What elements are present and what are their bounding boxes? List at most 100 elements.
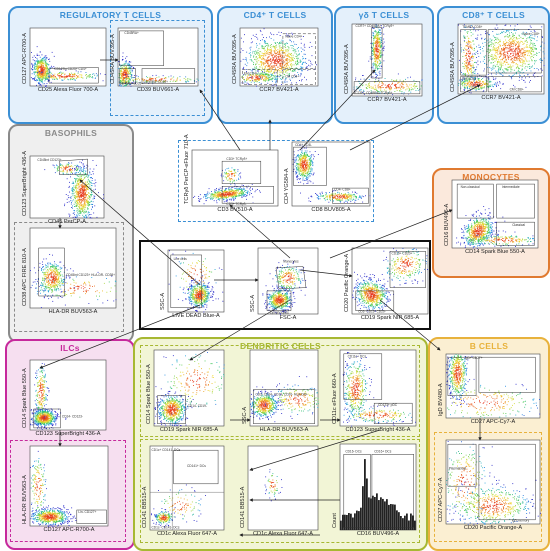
- ilc-cluster: [30, 450, 47, 526]
- plot-mono: Non-classical Intermediate Classical CD14 S…: [444, 179, 539, 255]
- dc-cluster: [342, 352, 375, 427]
- histogram-bar: [374, 497, 376, 530]
- histogram-bar: [410, 513, 412, 530]
- x-axis-label: CD16 BUV496-A: [356, 531, 400, 537]
- gating-arrow: [299, 269, 353, 278]
- gate: [275, 266, 307, 290]
- gating-arrow: [39, 304, 201, 369]
- gate: [282, 69, 316, 85]
- x-axis-label: LIVE DEAD Blue-A: [172, 313, 220, 319]
- gate: [373, 402, 413, 424]
- plot-cd4: Naive CD4+ EM CD4+ CM CD4+ CCR7 BV421-A CD45…: [232, 27, 319, 93]
- plot-frame: [29, 227, 117, 309]
- gd-t-cells: [220, 167, 242, 186]
- gate-label: CD123+ pDC: [378, 403, 398, 407]
- histogram-bar: [394, 504, 396, 530]
- histogram-bar: [414, 520, 416, 530]
- gate-label: Naive CD4+: [285, 34, 302, 38]
- gate: [460, 76, 487, 93]
- gate: [496, 221, 535, 246]
- plot-canvas-b2: Plasmablast IgD memory: [445, 439, 541, 525]
- gate: [33, 408, 61, 429]
- gate: [59, 158, 88, 175]
- gate: [266, 290, 292, 311]
- plot-dc3: CD11c+ DCs CD123+ pDC CD123 SuperBright 43…: [332, 349, 417, 433]
- histogram-bar: [400, 516, 402, 530]
- section-title-bcells: B CELLS: [469, 341, 509, 351]
- dendritic-panel-grid-top: [140, 345, 420, 437]
- gate-label: Non-classical: [461, 185, 480, 189]
- gate-label: IgD memory: [512, 518, 530, 522]
- gate-label: CD3- CD19- CD20-: [358, 310, 386, 314]
- histogram-bar: [348, 513, 350, 530]
- gate-label: Plasmablast: [449, 466, 466, 470]
- gate-label: Lin- CD127+: [78, 510, 96, 514]
- gate-label: CD14- CD123-: [62, 414, 83, 418]
- gate: [119, 30, 164, 66]
- plot-canvas-dc2: CD3- CD14- CD19- CD20- HLA-DR+: [249, 349, 319, 427]
- gate: [456, 183, 494, 219]
- bcell-panel-divider: [434, 432, 542, 542]
- dendritic-panel-grid-bottom: [140, 439, 420, 543]
- plot-canvas-ilc2: Lin- CD127+: [29, 445, 109, 527]
- live-cells: [182, 275, 217, 313]
- histogram-bar: [388, 504, 390, 530]
- dc-cluster: [151, 507, 184, 528]
- x-axis-label: CD39 BUV661-A: [136, 87, 180, 93]
- gate: [173, 449, 219, 485]
- plot-frame: [249, 349, 319, 427]
- gating-arrow: [299, 69, 376, 151]
- plot-canvas-bas2: CD45int CD123+ HLA-DR- CD38+: [29, 227, 117, 309]
- plot-dc1: CD14- CD19- CD19 Spark NIR 685-A CD14 Spar…: [146, 349, 225, 433]
- gate: [371, 27, 383, 79]
- plot-canvas-cd4: Naive CD4+ EM CD4+ CM CD4+: [239, 27, 319, 87]
- x-axis-label: CD20 Pacific Orange-A: [463, 525, 523, 531]
- gate-label: IgD+ CD27+: [465, 356, 483, 360]
- gate-label: Live cells: [174, 257, 188, 261]
- gate: [496, 183, 535, 219]
- histogram-bar: [342, 514, 344, 530]
- histogram-bar: [356, 510, 358, 530]
- plot-canvas-cd20: CD19+ CD20+ CD3- CD19- CD20-: [351, 247, 429, 315]
- b-cell-cluster: [447, 378, 541, 419]
- gate: [460, 29, 487, 76]
- gate: [447, 443, 477, 487]
- gate: [371, 454, 414, 528]
- cd8-cluster: [458, 24, 479, 94]
- x-axis-label: CCR7 BV421-A: [367, 97, 407, 103]
- plot-cd4cd8: CD4+ CD8- CD4- CD8+ CD8 BUV805-A CD4 YG584-…: [284, 141, 371, 213]
- histogram-bar: [350, 513, 352, 530]
- monocytes: [269, 259, 307, 295]
- histogram-bar: [362, 486, 364, 530]
- histogram-bar: [366, 478, 368, 530]
- x-axis-label: CD8 BUV805-A: [311, 207, 351, 213]
- plot-cd20: CD19+ CD20+ CD3- CD19- CD20- CD19 Spark NI…: [344, 247, 429, 321]
- plot-canvas-dc6: CD16- DCs CD16+ DCs: [339, 443, 417, 531]
- histogram-bar: [404, 515, 406, 530]
- gd-cluster: [353, 73, 423, 97]
- gate-label: CCR7+ CD45RA+ TCRγδ+: [356, 24, 395, 28]
- b-cells: [352, 271, 394, 313]
- gating-arrow: [79, 179, 201, 286]
- debris: [168, 250, 224, 311]
- plot-canvas-cd4cd8: CD4+ CD8- CD4- CD8+: [291, 141, 371, 207]
- plot-canvas-cd8: TEMRA CD8+ Naive CD8+ EM CD8+ CM CD8+: [457, 23, 545, 95]
- x-axis-label: CD1c Alexa Fluor 647-A: [252, 531, 313, 537]
- gate-label: EM CD4+: [244, 71, 258, 75]
- gate: [353, 81, 421, 95]
- histogram-bar: [408, 520, 410, 530]
- gate: [389, 251, 426, 288]
- plot-canvas-treg2: CD45RA+ CD45RA-CD39+ CD45RA+CD39+: [117, 27, 199, 87]
- gate-label: CCR7- CD45RA- TCRγδ+: [356, 91, 393, 95]
- gate-label: Monocytes: [283, 260, 299, 264]
- x-axis-label: CD19 Spark NIR 685-A: [360, 315, 420, 321]
- x-axis-label: CD123 SuperBright 436-A: [35, 431, 101, 437]
- gate: [221, 186, 274, 204]
- gating-arrow: [329, 209, 453, 259]
- b-cells: [380, 248, 428, 288]
- gate-label: CD1c- CD141- DCs: [151, 525, 179, 529]
- section-title-monocytes: MONOCYTES: [462, 172, 520, 182]
- cd4-cluster: [241, 68, 296, 85]
- dc-cluster: [155, 352, 225, 419]
- section-title-gd: γδ T CELLS: [358, 10, 410, 20]
